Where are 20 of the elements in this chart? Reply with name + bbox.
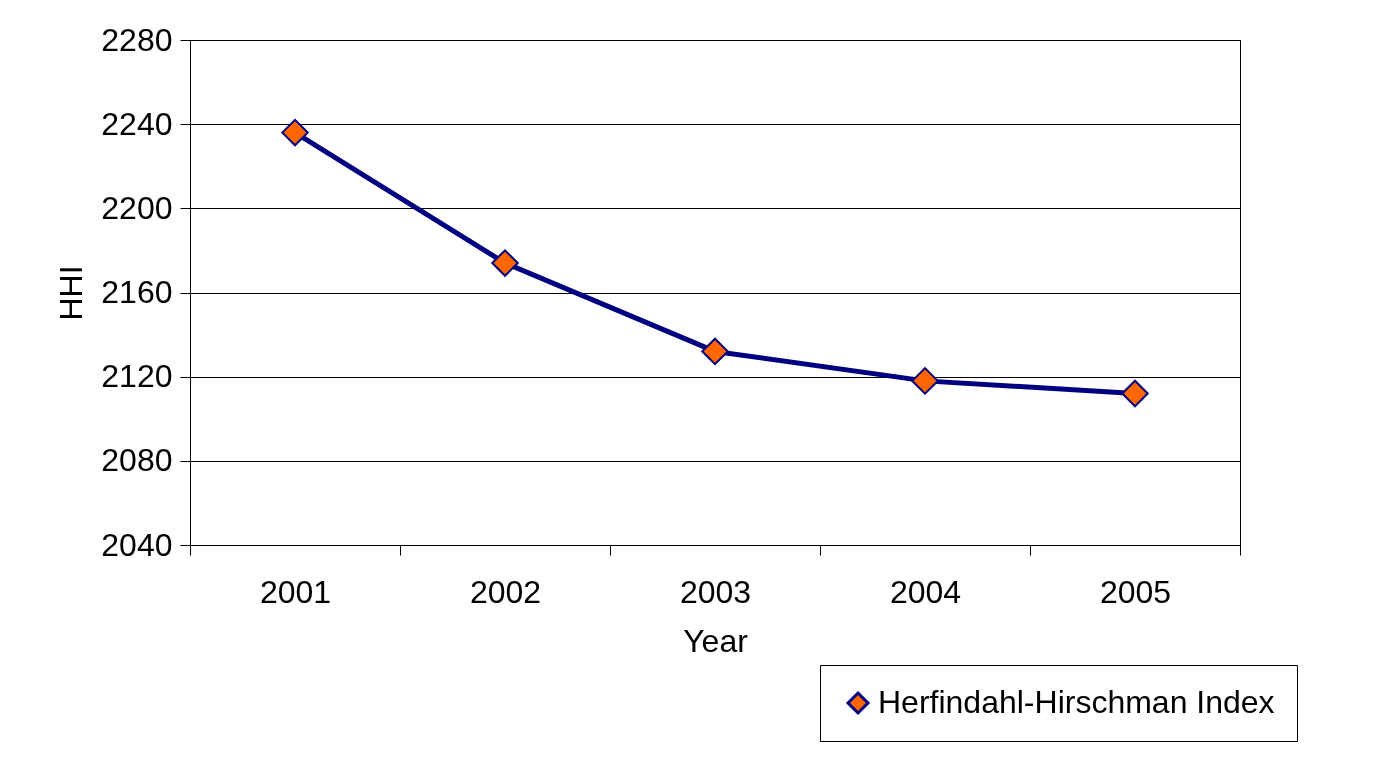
y-tick-label: 2200 bbox=[101, 189, 173, 226]
point bbox=[1121, 379, 1149, 408]
y-tick-label: 2120 bbox=[101, 358, 173, 395]
point bbox=[491, 249, 519, 277]
x-tick-label: 2002 bbox=[469, 573, 542, 610]
point bbox=[281, 118, 309, 147]
y-tick-label: 2080 bbox=[101, 442, 173, 479]
y-axis-title: HHI bbox=[53, 265, 90, 321]
y-tick-label: 2040 bbox=[101, 526, 173, 563]
x-tick-label: 2004 bbox=[889, 573, 962, 610]
y-tick-label: 2160 bbox=[101, 274, 173, 310]
point bbox=[701, 337, 729, 366]
y-tick-label: 2280 bbox=[101, 21, 173, 58]
point bbox=[911, 367, 939, 395]
x-tick-label: 2001 bbox=[259, 573, 332, 610]
x-axis-title: Year bbox=[683, 622, 749, 659]
x-tick-label: 2005 bbox=[1099, 573, 1172, 610]
legend-label: Herfindahl-Hirschman Index bbox=[878, 684, 1275, 720]
x-tick-label: 2003 bbox=[679, 573, 752, 610]
y-tick-label: 2240 bbox=[101, 105, 173, 142]
